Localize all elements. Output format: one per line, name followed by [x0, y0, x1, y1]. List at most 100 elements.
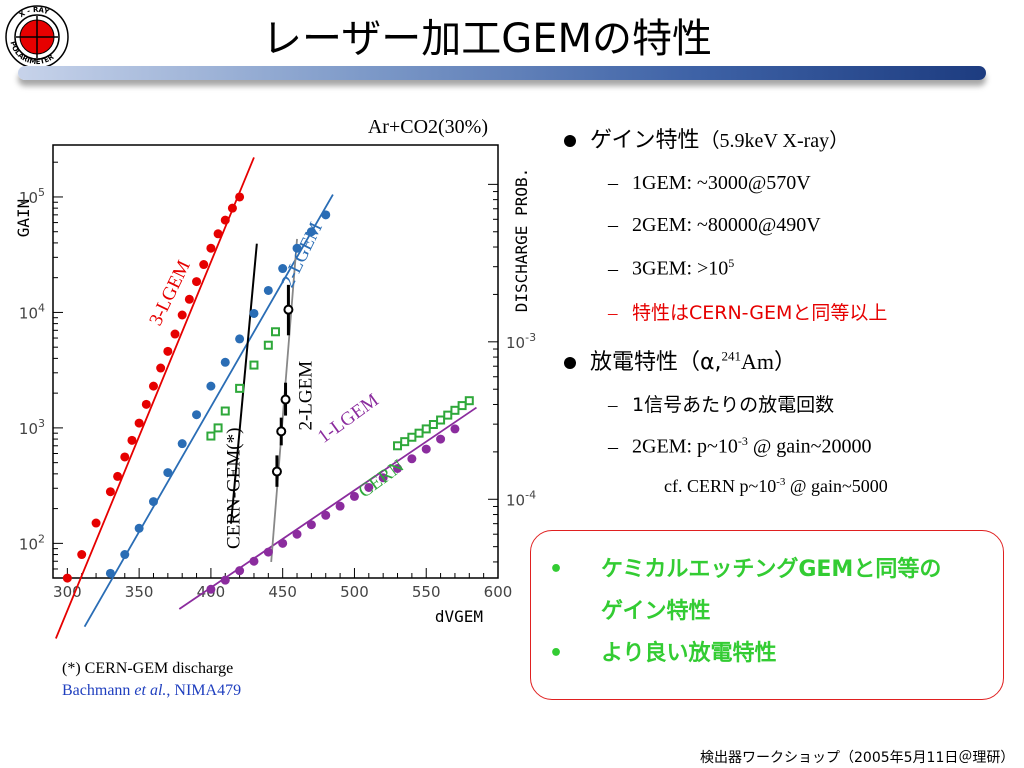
sub-item-text: 3GEM: >10 [632, 257, 729, 280]
data-point [177, 310, 187, 320]
citation-line1: (*) CERN-GEM discharge [62, 660, 234, 677]
data-point [436, 415, 446, 425]
cf-note-text: cf. CERN p~10 [664, 476, 777, 496]
data-point [148, 497, 158, 507]
data-point [120, 452, 130, 462]
data-point [428, 420, 438, 430]
sub-item-text: 1GEM: ~3000@570V [632, 172, 811, 194]
data-point [220, 575, 230, 585]
data-point [263, 340, 273, 350]
y-tick-label: 103 [19, 417, 45, 438]
data-point [105, 487, 115, 497]
x-tick-label: 450 [268, 583, 297, 601]
data-point [163, 468, 173, 478]
sub-item-sup: 5 [728, 256, 735, 270]
data-point [235, 566, 245, 576]
gain-chart: Ar+CO2(30%) dVGEM GAIN DISCHARGE PROB. 3… [8, 100, 548, 640]
bullet-gain-label: ゲイン特性 [590, 128, 700, 153]
data-point [263, 547, 273, 557]
data-point [235, 334, 245, 344]
y-axis-label: GAIN [14, 199, 33, 238]
data-point [249, 308, 259, 318]
data-point [127, 435, 137, 445]
curve-label: CERN-GEM(*) [224, 428, 245, 549]
chart-title: Ar+CO2(30%) [368, 116, 488, 138]
data-point [421, 444, 431, 454]
citation-note: (*) CERN-GEM discharge Bachmann et al., … [62, 658, 241, 702]
y-tick-label: 105 [19, 186, 45, 207]
data-point [206, 243, 216, 253]
data-point [213, 423, 223, 433]
data-point [292, 529, 302, 539]
sub-item-tail: @ gain~20000 [747, 435, 872, 458]
fit-line [178, 406, 477, 610]
x-tick-label: 300 [53, 583, 82, 601]
summary-item-continuation: ゲイン特性 [601, 599, 711, 624]
data-point [321, 210, 331, 220]
data-point [443, 410, 453, 420]
data-point [220, 215, 230, 225]
summary-item-text: より良い放電特性 [601, 641, 777, 666]
title-underline-bar [18, 66, 986, 80]
data-point [321, 510, 331, 520]
data-point [278, 538, 288, 548]
data-point [278, 264, 288, 274]
data-point [464, 396, 474, 406]
summary-box: • ケミカルエッチングGEMと同等の ゲイン特性 • より良い放電特性 [530, 530, 1004, 700]
data-point [450, 405, 460, 415]
data-point [235, 383, 245, 393]
data-point [249, 556, 259, 566]
data-point [113, 471, 123, 481]
data-point [220, 406, 230, 416]
sub-item-text: 特性はCERN-GEMと同等以上 [632, 302, 888, 324]
data-point [235, 192, 245, 202]
data-point [393, 463, 403, 473]
data-point [213, 229, 223, 239]
data-point [170, 329, 180, 339]
data-point [393, 441, 403, 451]
y2-tick-label: 10-4 [506, 488, 536, 509]
data-point [378, 473, 388, 483]
y2-axis-label: DISCHARGE PROB. [512, 168, 531, 313]
data-point [349, 491, 359, 501]
sub-item-highlight: – 特性はCERN-GEMと同等以上 [608, 302, 888, 324]
sub-item: –2GEM: p~10-3 @ gain~20000 [608, 434, 872, 458]
sub-item: –3GEM: >105 [608, 256, 735, 280]
data-point [280, 394, 291, 405]
curve-label: 2-LGEM [295, 361, 316, 431]
data-point [206, 431, 216, 441]
citation-author: Bachmann [62, 682, 135, 699]
data-point [206, 584, 216, 594]
data-point [199, 260, 209, 270]
cf-note-sup: -3 [776, 476, 786, 488]
data-point [283, 304, 294, 315]
data-point [134, 523, 144, 533]
data-point [335, 501, 345, 511]
y-tick-label: 102 [19, 532, 45, 553]
bullet-discharge: 放電特性（α,241Am） [564, 344, 796, 376]
data-point [62, 573, 72, 583]
data-point [192, 410, 202, 420]
data-point [177, 439, 187, 449]
data-point [206, 381, 216, 391]
data-point [436, 434, 446, 444]
data-point [148, 381, 158, 391]
bullet-list: ゲイン特性（5.9keV X-ray） –1GEM: ~3000@570V –2… [560, 112, 1020, 512]
bullet-discharge-label: 放電特性（α, [590, 350, 722, 375]
data-point [227, 203, 237, 213]
sub-item-sup: -3 [737, 434, 748, 448]
data-point [163, 346, 173, 356]
sub-item: –2GEM: ~80000@490V [608, 214, 821, 236]
data-point [292, 243, 302, 253]
sub-item-text: 1信号あたりの放電回数 [632, 394, 835, 416]
data-point [105, 568, 115, 578]
bullet-discharge-sup: 241 [721, 348, 742, 364]
data-point [141, 399, 151, 409]
citation-line2: Bachmann et al., NIMA479 [62, 680, 241, 702]
slide-title: レーザー加工GEMの特性 [262, 16, 712, 62]
bullet-gain: ゲイン特性（5.9keV X-ray） [564, 122, 849, 154]
data-point [414, 428, 424, 438]
data-point [306, 520, 316, 530]
data-point [400, 437, 410, 447]
data-point [134, 418, 144, 428]
